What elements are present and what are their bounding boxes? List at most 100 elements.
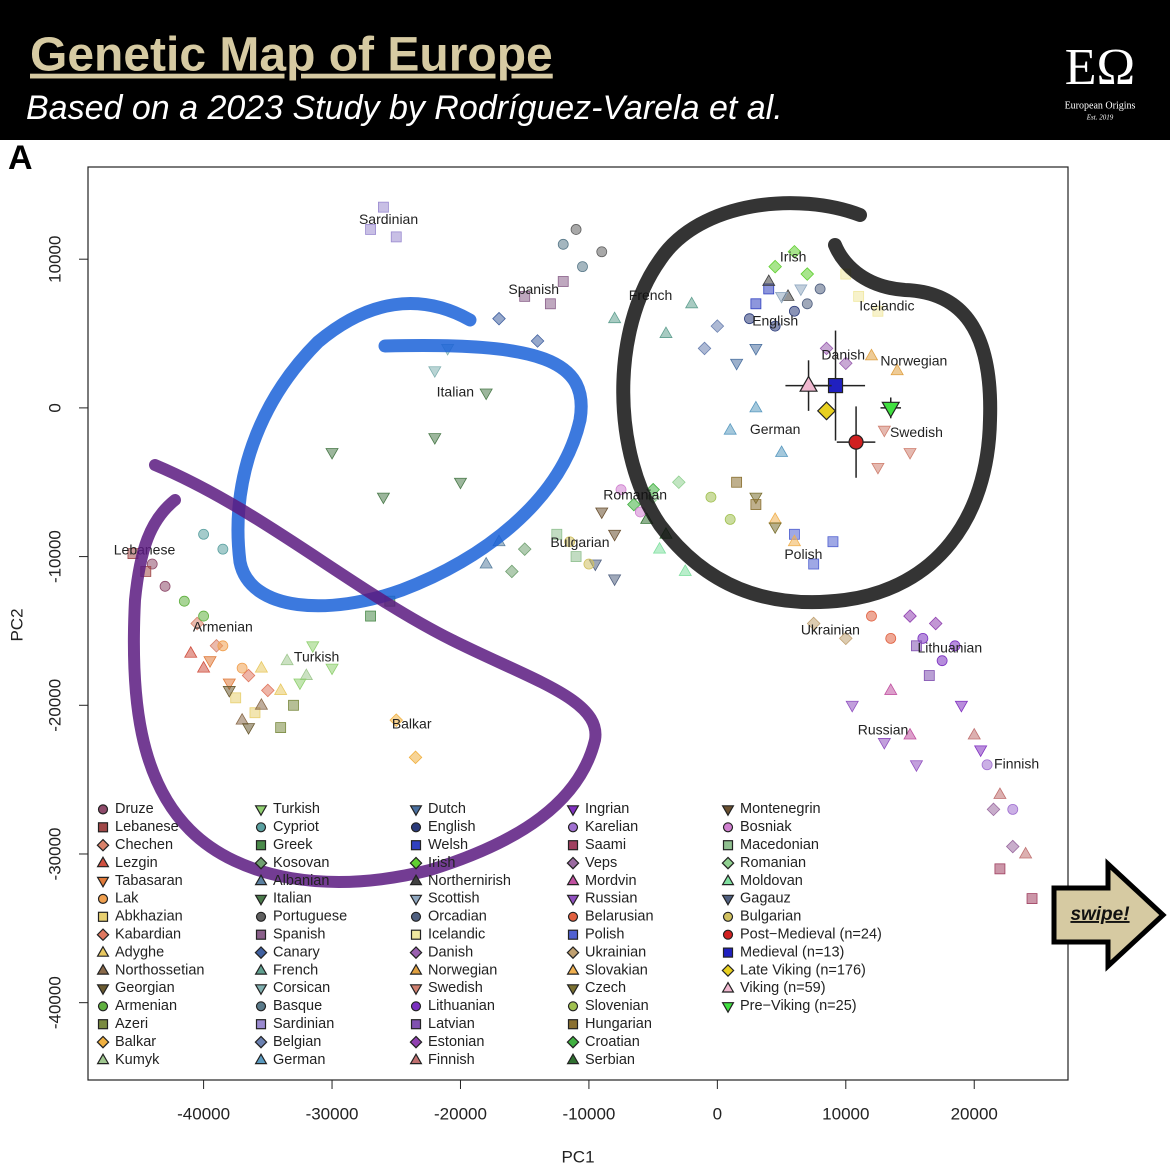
- sample-point: [1007, 803, 1019, 815]
- sample-point: [236, 662, 248, 674]
- legend-marker: [410, 822, 422, 833]
- legend-marker: [96, 1052, 110, 1065]
- legend-marker: [566, 1035, 580, 1049]
- legend-label: Danish: [428, 944, 473, 960]
- sample-point: [249, 707, 261, 719]
- legend-marker: [721, 873, 735, 886]
- cluster-label: Finnish: [994, 755, 1039, 771]
- legend-label: Orcadian: [428, 909, 487, 925]
- sample-point: [808, 558, 820, 570]
- legend-label: German: [273, 1052, 325, 1068]
- sample-point: [428, 366, 442, 379]
- header-band: [0, 0, 1170, 140]
- legend-label: Canary: [273, 944, 320, 960]
- legend-label: Druze: [115, 801, 154, 817]
- sample-point: [800, 267, 815, 281]
- legend-label: Croatian: [585, 1034, 640, 1050]
- sample-point: [853, 290, 865, 302]
- sample-point: [877, 425, 892, 438]
- sample-point: [376, 492, 391, 505]
- sample-point: [378, 201, 389, 213]
- sample-point: [814, 283, 826, 295]
- legend-label: Balkar: [115, 1034, 156, 1050]
- legend-marker: [566, 805, 580, 817]
- legend-marker: [722, 947, 734, 958]
- y-tick-label: -30000: [45, 828, 64, 881]
- legend-marker: [96, 876, 110, 889]
- legend-label: Latvian: [428, 1016, 475, 1032]
- sample-point: [275, 722, 287, 733]
- logo-est: Est. 2019: [1086, 114, 1114, 122]
- legend-marker: [410, 840, 422, 851]
- legend-marker: [410, 911, 422, 922]
- legend-marker: [721, 1002, 735, 1014]
- sample-point: [222, 686, 236, 698]
- legend-label: Corsican: [273, 980, 330, 996]
- legend-label: Spanish: [273, 927, 325, 943]
- legend-label: Dutch: [428, 801, 466, 817]
- legend-label: Post−Medieval (n=24): [740, 927, 882, 943]
- cluster-label: Danish: [821, 347, 865, 363]
- legend-label: Icelandic: [428, 927, 485, 943]
- swipe-arrow[interactable]: [1051, 858, 1167, 972]
- legend-marker: [566, 1052, 580, 1065]
- sample-point: [293, 678, 307, 691]
- legend-marker: [96, 856, 110, 868]
- cluster-label: Armenian: [193, 619, 253, 635]
- legend-marker: [255, 1019, 267, 1030]
- sample-point: [973, 745, 988, 758]
- legend-marker: [254, 894, 268, 906]
- sample-point: [750, 298, 762, 310]
- legend-label: Cypriot: [273, 819, 319, 835]
- x-tick-label: 10000: [822, 1104, 869, 1123]
- sample-point: [492, 311, 506, 326]
- legend-label: Chechen: [115, 837, 173, 853]
- sample-point: [479, 556, 493, 569]
- legend-marker: [566, 856, 580, 870]
- sample-point: [198, 528, 209, 540]
- legend-marker: [97, 822, 109, 833]
- sample-point: [299, 668, 314, 680]
- legend-marker: [567, 840, 579, 851]
- legend-marker: [722, 911, 734, 922]
- y-tick-label: -40000: [45, 976, 64, 1029]
- sample-point: [884, 683, 898, 695]
- highlight-loop-purple: [127, 459, 602, 888]
- legend-marker: [97, 911, 109, 922]
- ancient-sample: [799, 375, 818, 392]
- sample-point: [866, 610, 877, 622]
- legend-marker: [409, 894, 423, 906]
- sample-point: [769, 320, 781, 332]
- cluster-label: Irish: [780, 248, 806, 264]
- sample-point: [389, 713, 404, 727]
- sample-point: [928, 616, 943, 631]
- highlight-loop-blue: [231, 297, 588, 613]
- sample-point: [365, 224, 376, 235]
- sample-point: [254, 660, 269, 673]
- swipe-text[interactable]: swipe!: [1070, 904, 1129, 925]
- sample-point: [872, 305, 884, 317]
- axes: -40000 -30000 -20000 -10000 0 10000 20000 -4000…: [45, 236, 997, 1124]
- sample-point: [273, 683, 288, 695]
- legend-label: Czech: [585, 980, 626, 996]
- sample-point: [787, 534, 802, 547]
- sample-point: [774, 291, 789, 304]
- legend-marker: [254, 984, 268, 996]
- legend-label: Albanian: [273, 873, 329, 889]
- legend-label: Northossetian: [115, 962, 204, 978]
- swipe-button[interactable]: swipe!: [1051, 858, 1167, 972]
- legend-marker: [255, 911, 267, 922]
- sample-point: [936, 655, 948, 667]
- x-tick-label: -40000: [177, 1104, 230, 1123]
- sample-point: [222, 678, 236, 691]
- sample-point: [749, 492, 763, 505]
- legend-label: Veps: [585, 855, 617, 871]
- legend-label: Portuguese: [273, 909, 347, 925]
- legend-marker: [409, 1052, 423, 1065]
- sample-point: [954, 700, 969, 713]
- legend-marker: [566, 963, 580, 975]
- sample-point: [749, 344, 763, 356]
- legend-marker: [410, 929, 422, 940]
- legend-marker: [255, 1001, 267, 1012]
- legend-marker: [96, 963, 110, 975]
